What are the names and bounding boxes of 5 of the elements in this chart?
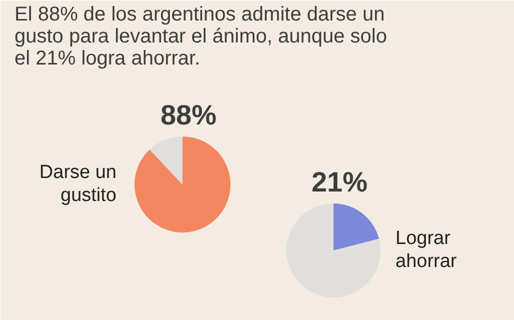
slice-label: Lograr ahorrar <box>396 228 458 272</box>
slice-label: Darse un gustito <box>39 162 117 206</box>
chart-title: El 88% de los argentinos admite darse un gusto para levantar el ánimo, aunque solo el 21% logra ahorrar. <box>14 4 387 70</box>
data-label: 88% <box>160 100 217 130</box>
data-label: 21% <box>311 166 368 198</box>
